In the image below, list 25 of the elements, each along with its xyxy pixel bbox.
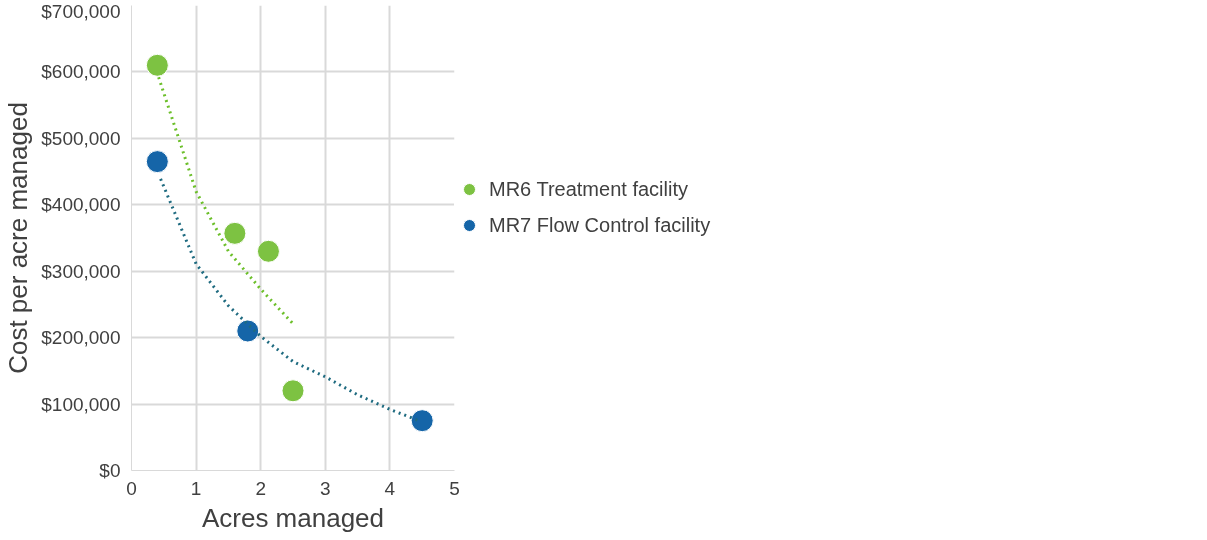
y-tick-label: $600,000 [41,61,121,83]
y-tick-label: $400,000 [41,194,121,216]
x-tick-label: 3 [320,477,331,499]
point [236,319,260,343]
y-axis-title: Cost per acre managed [3,102,34,374]
x-axis-title: Acres managed [201,502,385,533]
point [256,239,280,263]
x-tick-label: 2 [255,477,266,499]
y-tick-label: $100,000 [41,393,121,415]
y-tick-label: $300,000 [41,260,121,282]
point [281,379,305,403]
y-tick-label: $500,000 [41,127,121,149]
legend-label: MR6 Treatment facility [489,177,688,201]
x-tick-label: 5 [449,477,460,499]
y-tick-label: $0 [99,460,121,481]
point [223,221,247,245]
x-tick-label: 1 [190,477,202,499]
point [145,53,169,77]
legend-label: MR7 Flow Control facility [489,213,711,237]
y-tick-label: $200,000 [41,327,121,349]
point [410,409,434,433]
x-tick-label: 4 [384,477,396,499]
point [145,150,169,174]
x-tick-label: 0 [126,477,137,499]
y-tick-label: $700,000 [41,0,121,22]
